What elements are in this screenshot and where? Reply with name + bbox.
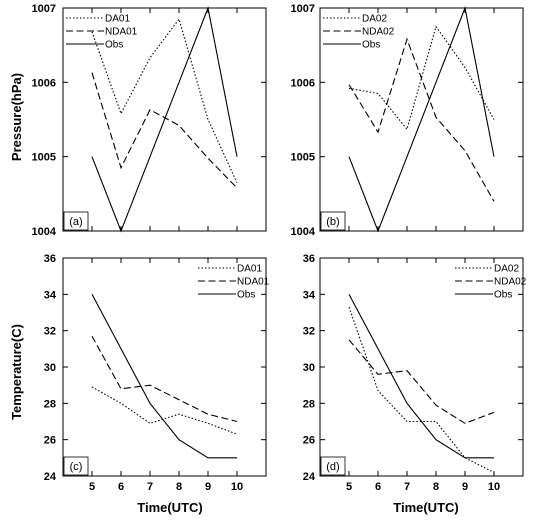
- legend-label: DA02: [494, 264, 519, 275]
- panel-label-box: [320, 211, 346, 231]
- legend-label: NDA01: [105, 27, 138, 38]
- y-tick-label: 1006: [32, 77, 56, 89]
- y-tick-label: 32: [44, 326, 56, 338]
- series-line-obs: [91, 294, 237, 459]
- x-tick-label: 8: [176, 481, 182, 493]
- x-tick-label: 7: [147, 481, 153, 493]
- panel-label: (c): [70, 461, 83, 473]
- y-tick-label: 36: [44, 253, 56, 265]
- x-tick-label: 6: [375, 481, 381, 493]
- chart-panel: 24 26 28 30 32 34 36 5 6 7 8 9 10 DA02 NDA02 Obs (d): [303, 253, 527, 493]
- legend-label: Obs: [494, 290, 512, 301]
- panel-label-box: [63, 456, 89, 476]
- series-line-nda01: [91, 72, 238, 189]
- series-line-obs: [348, 6, 495, 233]
- legend-label: Obs: [237, 290, 255, 301]
- x-tick-label: 6: [118, 481, 124, 493]
- y-axis-title-pressure: Pressure(hPa): [9, 73, 24, 161]
- series-line-obs: [348, 294, 494, 459]
- y-tick-label: 24: [303, 471, 316, 483]
- chart-panel: 24 26 28 30 32 34 36 5 6 7 8 9 10 DA01 NDA01 Obs (c): [44, 253, 270, 493]
- x-axis-title-right: Time(UTC): [393, 500, 458, 515]
- legend-label: DA01: [237, 264, 262, 275]
- panel-label-box: [320, 456, 346, 476]
- y-tick-label: 28: [303, 398, 315, 410]
- legend-label: Obs: [105, 40, 123, 51]
- y-tick-label: 32: [303, 326, 315, 338]
- y-axis-title-temperature: Temperature(C): [9, 324, 24, 420]
- legend-label: Obs: [362, 40, 380, 51]
- series-line-da02: [348, 25, 495, 131]
- panel-label-box: [63, 211, 89, 231]
- panel-label: (b): [326, 216, 339, 228]
- y-tick-label: 1005: [32, 152, 56, 164]
- chart-panel: 1004 1005 1006 1007 DA01 NDA01 Obs (a): [32, 3, 267, 238]
- legend-label: NDA01: [237, 277, 270, 288]
- x-tick-label: 9: [462, 481, 468, 493]
- y-tick-label: 26: [303, 435, 315, 447]
- plot-frame: [62, 257, 267, 477]
- x-tick-label: 8: [433, 481, 439, 493]
- x-tick-label: 5: [346, 481, 352, 493]
- y-tick-label: 1004: [291, 226, 316, 238]
- x-tick-label: 9: [205, 481, 211, 493]
- y-tick-label: 34: [303, 289, 316, 301]
- legend-label: DA01: [105, 14, 130, 25]
- y-tick-label: 36: [303, 253, 315, 265]
- plot-frame: [319, 257, 524, 477]
- x-tick-label: 10: [231, 481, 243, 493]
- panel-label: (a): [69, 216, 82, 228]
- plot-frame: [319, 7, 524, 232]
- series-line-nda02: [348, 37, 495, 202]
- y-tick-label: 28: [44, 398, 56, 410]
- legend-label: DA02: [362, 14, 387, 25]
- series-line-da01: [91, 386, 238, 435]
- y-tick-label: 1005: [291, 152, 315, 164]
- y-tick-label: 1006: [291, 77, 315, 89]
- x-axis-title-left: Time(UTC): [137, 500, 202, 515]
- panel-label: (d): [326, 461, 339, 473]
- series-line-nda01: [91, 335, 238, 423]
- series-line-obs: [91, 6, 238, 233]
- series-line-da02: [348, 306, 495, 473]
- y-tick-label: 30: [44, 362, 56, 374]
- y-tick-label: 1004: [32, 226, 57, 238]
- y-tick-label: 26: [44, 435, 56, 447]
- x-tick-label: 10: [488, 481, 500, 493]
- legend-label: NDA02: [494, 277, 527, 288]
- y-tick-label: 1007: [291, 3, 315, 15]
- x-tick-label: 5: [89, 481, 95, 493]
- y-tick-label: 34: [44, 289, 57, 301]
- x-tick-label: 7: [404, 481, 410, 493]
- y-tick-label: 24: [44, 471, 57, 483]
- series-line-nda02: [348, 339, 495, 424]
- legend-label: NDA02: [362, 27, 395, 38]
- y-tick-label: 30: [303, 362, 315, 374]
- plot-frame: [62, 7, 267, 232]
- y-tick-label: 1007: [32, 3, 56, 15]
- chart-panel: 1004 1005 1006 1007 DA02 NDA02 Obs (b): [291, 3, 524, 238]
